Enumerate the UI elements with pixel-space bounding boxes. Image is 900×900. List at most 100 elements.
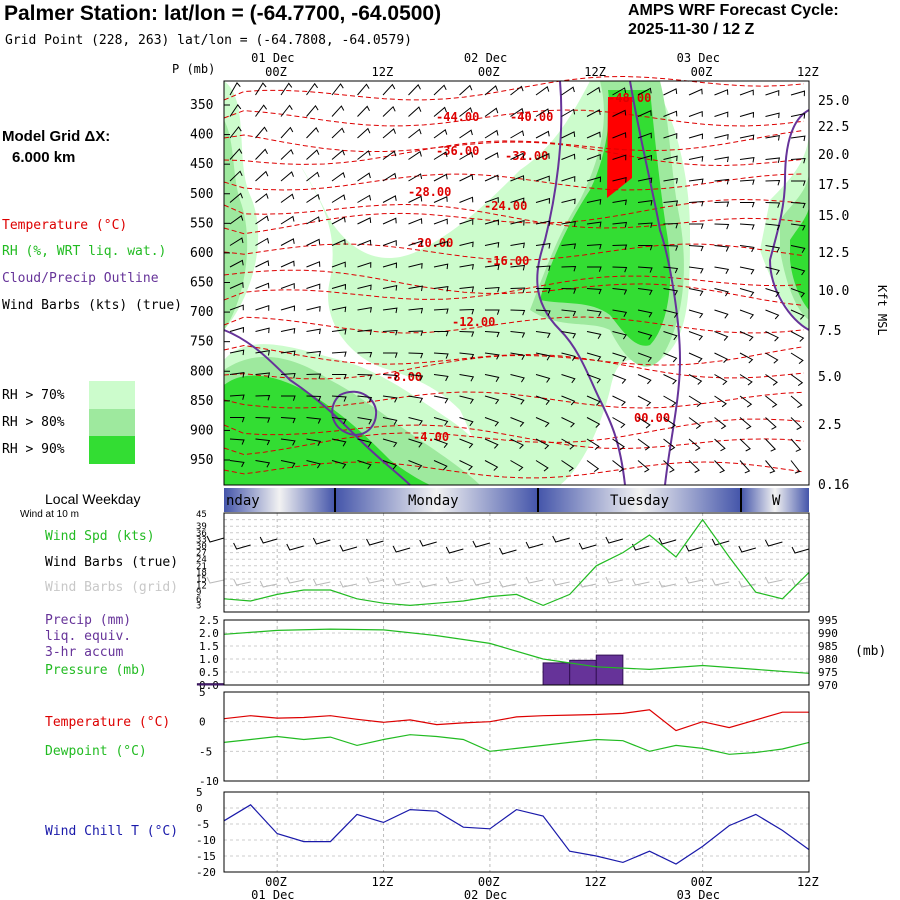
wind-barb xyxy=(637,417,651,429)
wind-tick-label: 12 xyxy=(196,582,207,592)
wind-barb xyxy=(229,82,241,96)
temperature-contour xyxy=(223,75,805,101)
wind-barb xyxy=(612,352,627,362)
legend-wind-barbs: Wind Barbs (kts) (true) xyxy=(2,298,183,313)
cloud-outline xyxy=(768,109,810,331)
date-label-bottom: 03 Dec xyxy=(677,888,720,900)
wind-barb xyxy=(561,309,577,317)
wind-barb xyxy=(739,134,755,141)
wind-barb xyxy=(561,220,576,227)
wind-barb xyxy=(331,149,345,160)
wind-barb xyxy=(688,133,704,140)
wind-barb xyxy=(688,200,704,207)
wind-barb-true xyxy=(392,545,411,553)
wind-barb xyxy=(408,195,423,203)
wind-barb xyxy=(484,107,499,117)
wind-barb xyxy=(229,304,244,311)
label-wind-barbs-true: Wind Barbs (true) xyxy=(45,555,179,570)
wind-barb-grid xyxy=(738,580,756,588)
wind-barb-grid xyxy=(525,576,544,584)
wind-barb xyxy=(612,87,627,96)
wind-barb-true xyxy=(472,540,491,548)
wind-barb-true xyxy=(499,547,517,555)
wind-barb xyxy=(306,328,321,335)
wind-tick-label: 45 xyxy=(196,510,207,520)
temperature-contour xyxy=(223,198,805,235)
wind-barb xyxy=(586,374,602,384)
wind-barb xyxy=(306,238,321,246)
wind-barb xyxy=(306,82,319,96)
wind-tick-label: 18 xyxy=(196,568,207,578)
wind-barb xyxy=(663,110,678,117)
wind-barb xyxy=(357,417,373,425)
wind-barb xyxy=(484,286,500,293)
chill-panel-frame xyxy=(223,791,810,873)
wind-barb xyxy=(688,460,700,473)
wind-barb xyxy=(382,329,398,336)
wind-tick-label: 30 xyxy=(196,542,207,552)
wind-barb xyxy=(765,460,776,474)
wind-barb xyxy=(255,104,268,117)
wind-barb xyxy=(382,284,398,291)
wind-barb xyxy=(408,262,423,269)
wind-barb xyxy=(331,105,345,117)
wind-barb xyxy=(459,352,475,360)
wind-barb xyxy=(280,193,295,203)
wind-barb xyxy=(510,175,525,182)
wind-barb xyxy=(739,395,753,408)
wind-barb xyxy=(765,331,779,342)
wind-barb-grid xyxy=(711,578,730,586)
wind-barb xyxy=(357,306,372,313)
wind-barb xyxy=(688,395,702,407)
wind-barb xyxy=(790,135,806,142)
wind-barb xyxy=(586,288,602,295)
wind-barb xyxy=(586,86,601,96)
wind-barb xyxy=(739,223,755,230)
wind-barb-true xyxy=(658,537,677,545)
wind-barb xyxy=(229,170,243,182)
wind-barb xyxy=(663,222,679,229)
wind-barb xyxy=(535,175,550,182)
label-dewpoint: Dewpoint (°C) xyxy=(45,744,147,759)
wind-barb xyxy=(510,219,525,226)
temperature-contour xyxy=(223,346,805,380)
wind-barb xyxy=(484,438,499,449)
wind-barb xyxy=(331,283,347,290)
wind-barb xyxy=(280,305,296,312)
weekday-label: Tuesday xyxy=(610,493,669,509)
temp-tick-label: -5 xyxy=(199,745,212,758)
wind-barb xyxy=(484,417,500,427)
wind-barb xyxy=(637,110,652,117)
wind-barb xyxy=(306,417,322,424)
wind-barb xyxy=(765,438,777,452)
wind-barb xyxy=(306,395,322,402)
wind-barb xyxy=(663,460,675,473)
wind-barb xyxy=(714,201,730,207)
precip-bar xyxy=(196,683,225,686)
wind-barb xyxy=(382,374,398,381)
wind-barb xyxy=(586,460,600,473)
wind-barb xyxy=(357,194,372,203)
wind-barb xyxy=(739,460,751,474)
forecast-cycle-label: AMPS WRF Forecast Cycle: xyxy=(628,2,839,19)
wind-barb xyxy=(739,111,755,118)
wind-barb xyxy=(255,260,270,268)
wind-barb xyxy=(535,243,551,249)
wind-barb-grid xyxy=(552,578,570,586)
wind-barb xyxy=(331,329,347,335)
wind-barb xyxy=(561,108,576,117)
wind-barb xyxy=(637,154,653,161)
wind-barb xyxy=(535,331,551,339)
wind-barb xyxy=(484,264,500,271)
wind-barb xyxy=(612,288,628,295)
wind-barb xyxy=(739,374,753,386)
station-title: Palmer Station: lat/lon = (-64.7700, -64… xyxy=(4,2,442,25)
wind-barb xyxy=(739,438,751,452)
wind-barb xyxy=(586,417,601,428)
time-tick-label-top: 00Z xyxy=(265,65,287,79)
pressure-tick-label: 450 xyxy=(190,157,213,172)
temperature-contour xyxy=(223,418,805,456)
wind-barb xyxy=(357,329,373,336)
wind-barb xyxy=(688,88,703,96)
wind-barb xyxy=(433,240,449,247)
